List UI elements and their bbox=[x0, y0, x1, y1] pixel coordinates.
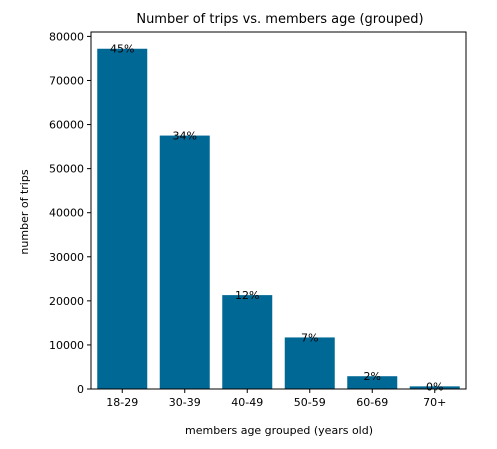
bar-40-49 bbox=[222, 295, 273, 389]
x-tick-label: 70+ bbox=[423, 396, 446, 409]
x-tick-label: 18-29 bbox=[106, 396, 138, 409]
bars-group bbox=[97, 48, 460, 390]
y-tick-label: 30000 bbox=[49, 251, 84, 264]
x-axis-label: members age grouped (years old) bbox=[185, 424, 373, 437]
y-tick-label: 0 bbox=[77, 383, 84, 396]
y-tick-label: 50000 bbox=[49, 163, 84, 176]
y-tick-label: 10000 bbox=[49, 339, 84, 352]
y-tick-label: 80000 bbox=[49, 30, 84, 43]
bar-60-69 bbox=[347, 376, 398, 389]
x-tick-label: 50-59 bbox=[294, 396, 326, 409]
x-tick-label: 40-49 bbox=[231, 396, 263, 409]
y-tick-label: 60000 bbox=[49, 119, 84, 132]
bar-data-label: 7% bbox=[301, 331, 318, 344]
y-tick-label: 70000 bbox=[49, 74, 84, 87]
plot-frame bbox=[90, 31, 467, 390]
bar-labels-group: 45% 34% 12% 7% 2% 0% bbox=[110, 43, 443, 394]
y-axis-label: number of trips bbox=[18, 169, 31, 254]
y-axis-ticks: 0 10000 20000 30000 40000 50000 60000 70000 8000… bbox=[49, 30, 91, 396]
bar-18-29 bbox=[97, 48, 148, 390]
x-tick-label: 30-39 bbox=[169, 396, 201, 409]
bar-data-label: 0% bbox=[426, 380, 443, 393]
bar-data-label: 12% bbox=[235, 289, 259, 302]
y-tick-label: 20000 bbox=[49, 295, 84, 308]
bar-70+ bbox=[409, 386, 460, 389]
bar-50-59 bbox=[284, 337, 335, 389]
x-tick-label: 60-69 bbox=[356, 396, 388, 409]
bar-30-39 bbox=[159, 135, 210, 389]
bar-data-label: 34% bbox=[173, 130, 197, 143]
bar-data-label: 2% bbox=[364, 370, 381, 383]
x-axis-ticks: 18-29 30-39 40-49 50-59 60-69 70+ bbox=[106, 389, 446, 409]
y-tick-label: 40000 bbox=[49, 207, 84, 220]
bar-data-label: 45% bbox=[110, 43, 134, 56]
chart-title: Number of trips vs. members age (grouped… bbox=[136, 12, 423, 27]
